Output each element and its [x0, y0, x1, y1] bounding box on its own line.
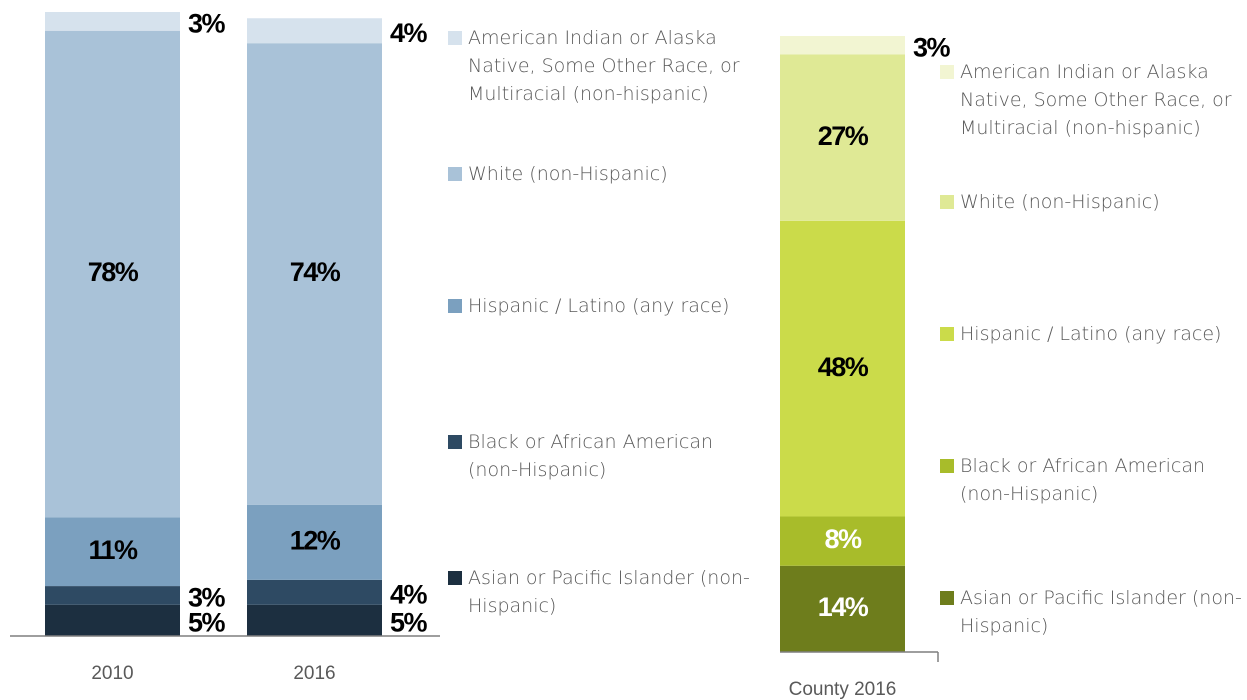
legend-swatch	[940, 65, 954, 79]
legend-label: Black or African American (non-Hispanic)	[468, 431, 714, 481]
legend-swatch	[940, 591, 954, 605]
data-label: 5%	[390, 608, 428, 638]
legend-label: Black or African American (non-Hispanic)	[960, 455, 1206, 505]
legend-swatch	[448, 299, 462, 313]
data-label: 78%	[88, 257, 139, 287]
bar-segment	[45, 30, 180, 518]
bar-segment	[45, 604, 180, 636]
legend-label: White (non-Hispanic)	[960, 191, 1160, 213]
legend-swatch	[448, 31, 462, 45]
data-label: 4%	[390, 579, 428, 609]
data-label: 5%	[188, 608, 226, 638]
legend-label: American Indian or Alaska Native, Some O…	[468, 27, 740, 105]
data-label: 3%	[188, 8, 226, 38]
data-label: 14%	[818, 592, 869, 622]
bar-segment	[780, 516, 905, 566]
bar-segment	[247, 579, 382, 605]
legend-swatch	[940, 327, 954, 341]
bar-segment	[45, 517, 180, 587]
bar-segment	[45, 586, 180, 605]
legend-label: Hispanic / Latino (any race)	[468, 295, 730, 317]
bar-segment	[45, 12, 180, 31]
bar-segment	[247, 604, 382, 636]
data-label: 8%	[824, 524, 862, 554]
legend-label: White (non-Hispanic)	[468, 163, 668, 185]
data-label: 11%	[88, 535, 138, 565]
legend-label: Hispanic / Latino (any race)	[960, 323, 1222, 345]
legend-label: Asian or Pacific Islander (non-Hispanic)	[960, 587, 1242, 637]
x-tick-label: 2016	[293, 663, 335, 684]
bar-segment	[247, 43, 382, 505]
legend-swatch	[940, 459, 954, 473]
legend-label: American Indian or Alaska Native, Some O…	[960, 61, 1232, 139]
data-label: 12%	[290, 526, 341, 556]
bar-segment	[780, 565, 905, 652]
data-label: 48%	[818, 352, 869, 382]
legend-swatch	[940, 195, 954, 209]
data-label: 3%	[188, 583, 226, 613]
legend-label: Asian or Pacific Islander (non-Hispanic)	[468, 567, 750, 617]
data-label: 27%	[818, 121, 869, 151]
bar-segment	[247, 504, 382, 580]
legend-swatch	[448, 435, 462, 449]
data-label: 4%	[390, 18, 428, 48]
legend-swatch	[448, 167, 462, 181]
data-label: 74%	[290, 257, 341, 287]
x-tick-label: 2010	[91, 663, 133, 684]
bar-segment	[780, 36, 905, 55]
data-label: 3%	[913, 32, 951, 62]
legend-swatch	[448, 571, 462, 585]
x-tick-label: County 2016	[789, 679, 897, 700]
bar-segment	[780, 54, 905, 221]
bar-segment	[247, 18, 382, 44]
bar-segment	[780, 220, 905, 517]
